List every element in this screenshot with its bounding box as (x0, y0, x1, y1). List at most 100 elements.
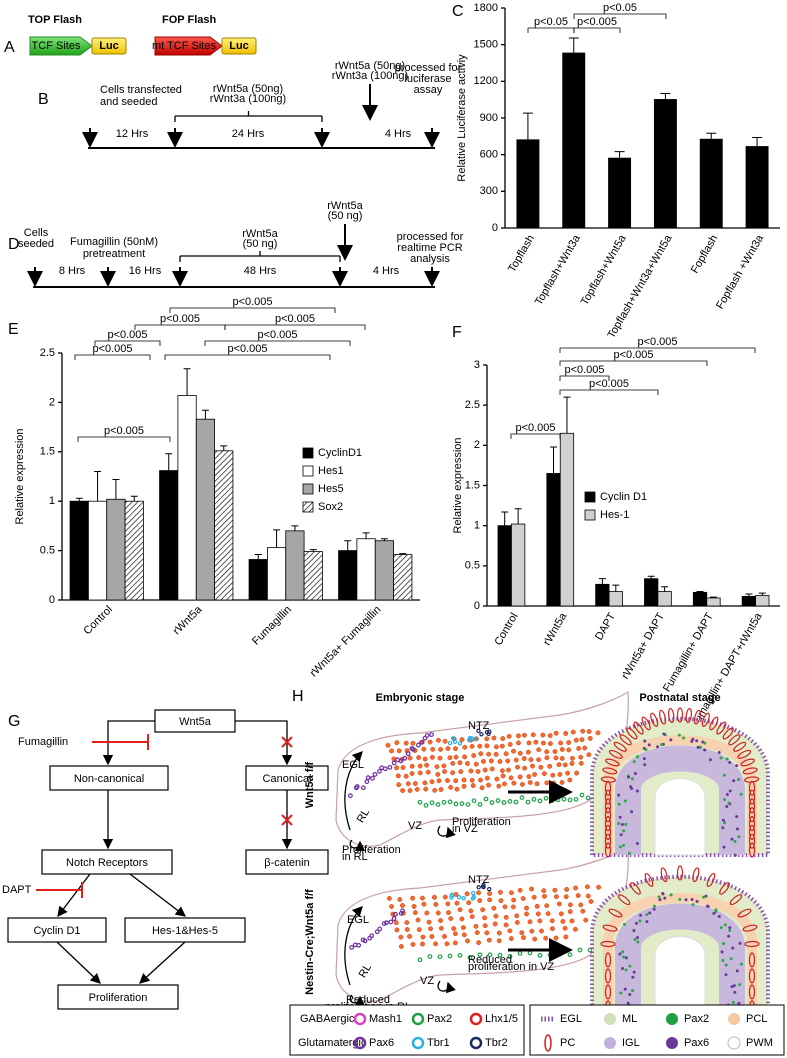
purkinje-layer (603, 735, 757, 855)
bar (177, 395, 197, 601)
significance-bracket (169, 307, 336, 313)
bar (699, 138, 723, 228)
legend-label: IGL (622, 1037, 640, 1049)
bar (106, 498, 126, 601)
y-tick-label: 2.5 (40, 347, 55, 359)
purkinje-cell (748, 815, 756, 832)
bar (546, 473, 561, 607)
cell (730, 985, 734, 989)
legend-box (529, 1004, 785, 1056)
cell (476, 728, 481, 734)
cell (517, 951, 523, 956)
cell (732, 779, 736, 783)
cell (497, 889, 503, 895)
cell (432, 894, 437, 900)
x-tick-label: Fopflash +Wnt3a (714, 232, 767, 311)
cell (421, 901, 427, 907)
cell (508, 890, 514, 896)
cell (572, 926, 578, 932)
cell (636, 755, 640, 759)
cell (550, 772, 556, 778)
element-label: Luc (99, 40, 119, 52)
flow-node-label: Wnt5a (179, 716, 212, 728)
cell (397, 897, 403, 902)
cell (435, 910, 441, 916)
purkinje-cell (604, 807, 612, 823)
proliferation-arrow (349, 839, 366, 852)
cell (635, 842, 639, 846)
cell (452, 739, 458, 745)
flow-arrow (139, 941, 186, 984)
error-bar (568, 37, 579, 53)
cell (662, 732, 666, 736)
cell (499, 768, 505, 774)
bar (755, 595, 770, 607)
cell (639, 913, 643, 917)
cell (422, 780, 428, 786)
outline (335, 845, 629, 1002)
igl (615, 745, 745, 855)
cell (633, 937, 637, 941)
cell (362, 938, 368, 944)
cell (541, 888, 547, 894)
cell (566, 740, 572, 746)
legend-marker (666, 1013, 678, 1025)
bar (69, 500, 89, 601)
legend-marker (411, 1012, 425, 1026)
cell (537, 952, 543, 958)
cell (416, 755, 422, 760)
cell (723, 923, 727, 927)
cell (566, 747, 572, 753)
cell (578, 902, 584, 908)
cell (422, 756, 428, 762)
cell (356, 942, 362, 948)
cell (450, 736, 456, 741)
cell (438, 786, 444, 792)
cell (526, 774, 532, 780)
cell (730, 837, 734, 841)
element-label: mt TCF Sites (152, 40, 216, 52)
bar (303, 551, 323, 601)
note: proliferation in VZ (468, 961, 554, 973)
cell (545, 911, 551, 917)
cell (663, 896, 667, 900)
legend-label: Hes1 (318, 465, 344, 477)
cell (531, 894, 537, 900)
cell (487, 886, 492, 892)
cell (562, 925, 568, 931)
flow-node (245, 849, 329, 875)
cell (737, 1001, 741, 1005)
cell (391, 760, 397, 766)
cell (424, 762, 430, 768)
cell (727, 934, 731, 938)
legend-box (289, 1004, 525, 1056)
flow-node (49, 765, 169, 791)
cell (486, 751, 492, 757)
step-label: rWnt3a (100ng) (210, 93, 286, 105)
legend-marker (411, 1036, 425, 1050)
cell (517, 887, 523, 893)
legend-swatch (584, 491, 596, 503)
inhibitor-label: DAPT (2, 884, 32, 896)
cell (624, 822, 628, 826)
y-tick-label: 0.5 (465, 560, 480, 572)
purkinje-cell (676, 865, 684, 881)
note: Proliferation (342, 844, 401, 856)
cell (658, 898, 662, 902)
bar (393, 554, 413, 601)
flow-arrow (129, 873, 187, 917)
cell (564, 886, 570, 892)
legend-marker (469, 1012, 483, 1026)
cell (632, 760, 636, 764)
cell (617, 802, 621, 806)
bar (608, 157, 632, 228)
cell (722, 845, 726, 849)
cell (400, 765, 406, 770)
cell (652, 904, 656, 908)
cell (487, 891, 492, 897)
significance-bracket (74, 354, 151, 360)
cell (630, 777, 634, 781)
cell (474, 930, 480, 936)
cell (374, 929, 380, 935)
